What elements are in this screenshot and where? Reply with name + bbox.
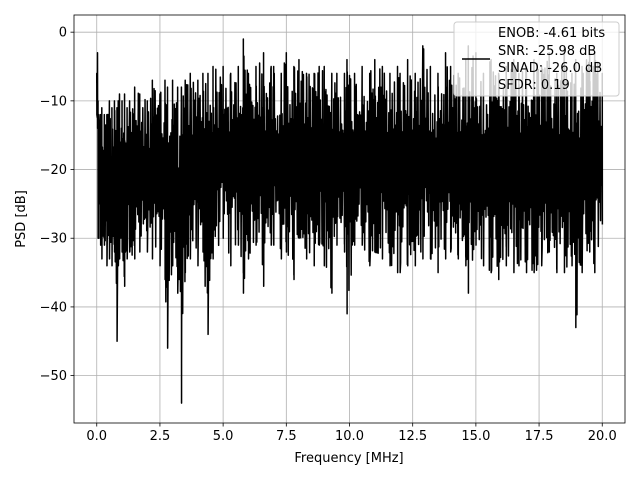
x-tick-label: 2.5 (150, 429, 171, 444)
legend-sinad: SINAD: -26.0 dB (498, 61, 602, 76)
y-tick-label: −50 (40, 369, 67, 384)
legend-sfdr: SFDR: 0.19 (498, 78, 570, 93)
axis-ticks: 0.0 2.5 5.0 7.5 10.0 12.5 15.0 17.5 20.0 0 −10 −20 −… (40, 26, 617, 444)
x-tick-label: 15.0 (461, 429, 490, 444)
y-tick-label: −10 (40, 94, 67, 109)
x-tick-label: 7.5 (276, 429, 297, 444)
x-axis-label: Frequency [MHz] (294, 451, 403, 466)
x-tick-label: 10.0 (335, 429, 364, 444)
legend: ENOB: -4.61 bits SNR: -25.98 dB SINAD: -… (453, 21, 620, 97)
x-tick-label: 12.5 (398, 429, 427, 444)
x-tick-label: 0.0 (86, 429, 107, 444)
y-tick-label: −30 (40, 232, 67, 247)
y-tick-label: −20 (40, 163, 67, 178)
y-tick-label: 0 (59, 26, 67, 41)
x-tick-label: 17.5 (525, 429, 554, 444)
legend-box (453, 21, 620, 97)
legend-snr: SNR: -25.98 dB (498, 44, 596, 59)
y-tick-label: −40 (40, 300, 67, 315)
psd-series-line (96, 38, 604, 404)
x-tick-label: 5.0 (213, 429, 234, 444)
legend-enob: ENOB: -4.61 bits (498, 26, 605, 41)
psd-trace (96, 38, 604, 404)
y-axis-label: PSD [dB] (14, 190, 29, 248)
x-tick-label: 20.0 (588, 429, 617, 444)
